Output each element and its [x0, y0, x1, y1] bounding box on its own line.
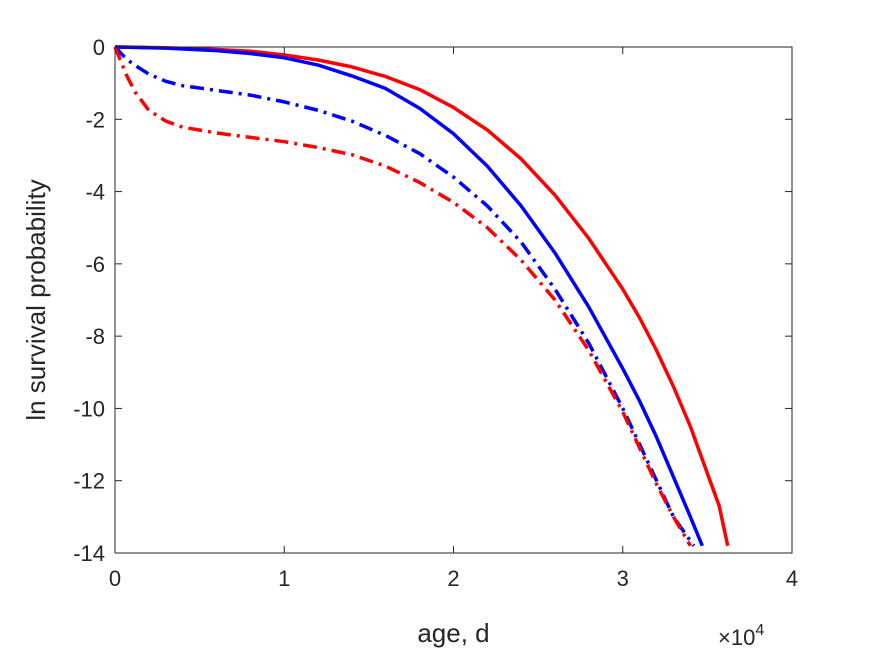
series-line-4: [113, 46, 692, 547]
x-tick-label: 1: [278, 566, 290, 591]
y-tick-label: -10: [73, 396, 105, 421]
x-axis-ticks: 0 1 2 3 4: [109, 47, 798, 591]
y-axis-ticks: 0 -2 -4 -6 -8 -10 -12 -14: [73, 35, 792, 566]
plot-lines: [113, 45, 730, 547]
x-tick-label: 4: [786, 566, 798, 591]
y-tick-label: -14: [73, 541, 105, 566]
x-axis-exponent: ×104: [718, 622, 764, 650]
x-tick-label: 2: [447, 566, 459, 591]
y-tick-label: -8: [85, 324, 105, 349]
series-line-1: [114, 45, 730, 547]
y-tick-label: -6: [85, 252, 105, 277]
y-tick-label: -12: [73, 469, 105, 494]
y-axis-label: ln survival probability: [21, 179, 51, 420]
y-tick-label: -4: [85, 180, 105, 205]
x-axis-exponent-power: 4: [755, 622, 764, 639]
x-tick-label: 3: [617, 566, 629, 591]
axes-box: [114, 46, 793, 554]
x-axis-label: age, d: [417, 618, 489, 648]
series-line-3: [113, 45, 696, 547]
y-tick-label: 0: [93, 35, 105, 60]
y-tick-label: -2: [85, 107, 105, 132]
series-line-2: [114, 45, 704, 547]
x-axis-exponent-base: ×10: [718, 625, 755, 650]
x-tick-label: 0: [109, 566, 121, 591]
